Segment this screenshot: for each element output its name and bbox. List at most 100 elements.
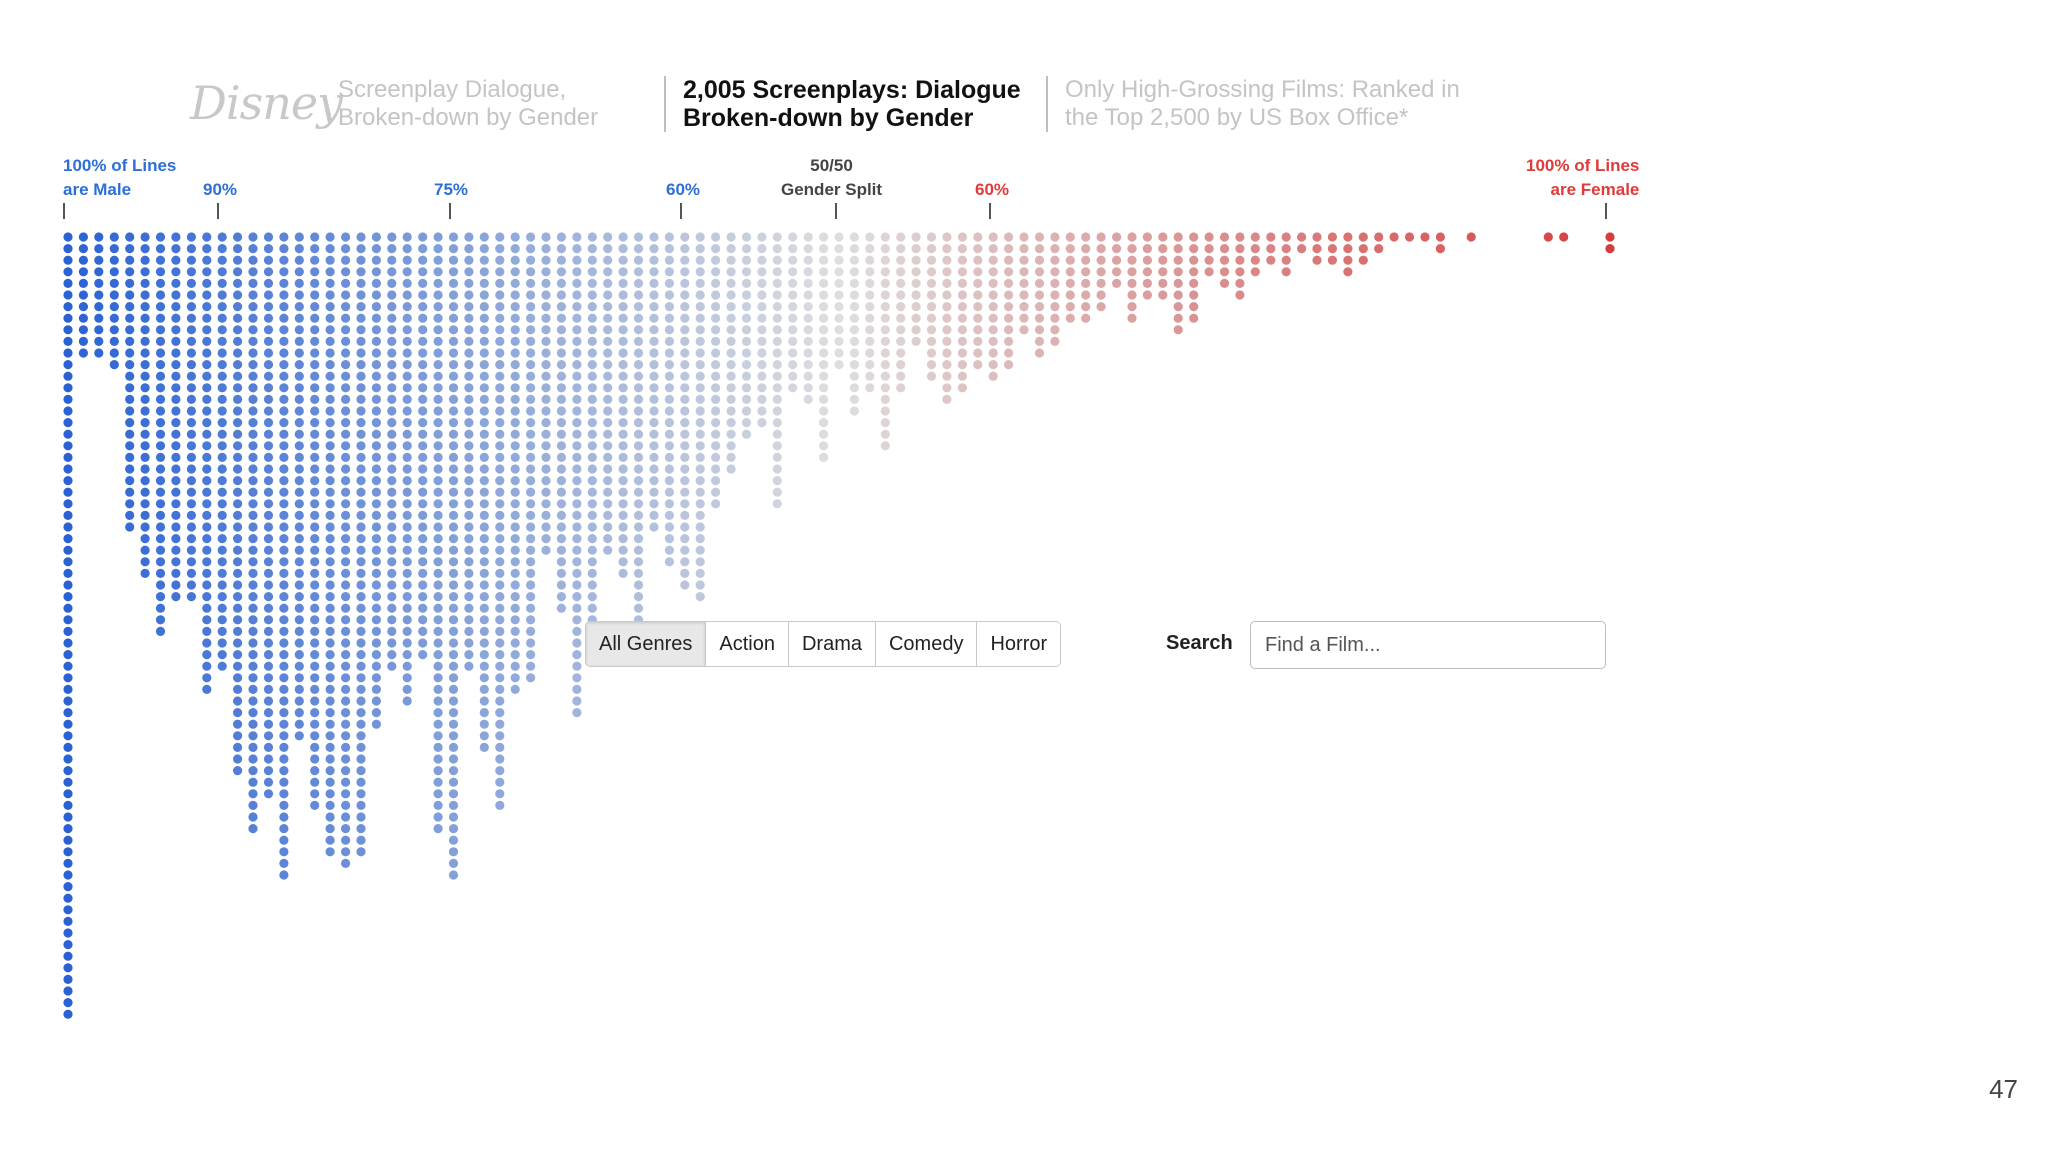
film-dot[interactable] bbox=[233, 615, 243, 625]
film-dot[interactable] bbox=[711, 325, 721, 335]
film-dot[interactable] bbox=[171, 348, 181, 358]
film-dot[interactable] bbox=[248, 626, 258, 637]
film-dot[interactable] bbox=[202, 545, 212, 555]
film-dot[interactable] bbox=[510, 487, 520, 497]
film-dot[interactable] bbox=[325, 510, 335, 520]
film-dot[interactable] bbox=[325, 476, 335, 486]
film-dot[interactable] bbox=[757, 348, 767, 358]
film-dot[interactable] bbox=[572, 650, 582, 660]
film-dot[interactable] bbox=[448, 650, 459, 660]
film-dot[interactable] bbox=[233, 684, 243, 695]
film-dot[interactable] bbox=[140, 325, 150, 335]
film-dot[interactable] bbox=[479, 371, 489, 381]
film-dot[interactable] bbox=[988, 302, 998, 312]
film-dot[interactable] bbox=[772, 418, 782, 428]
film-dot[interactable] bbox=[186, 278, 196, 288]
film-dot[interactable] bbox=[1004, 290, 1014, 300]
film-dot[interactable] bbox=[1019, 278, 1029, 288]
film-dot[interactable] bbox=[233, 557, 243, 567]
film-dot[interactable] bbox=[587, 325, 597, 335]
film-dot[interactable] bbox=[495, 777, 505, 787]
film-dot[interactable] bbox=[880, 441, 890, 451]
film-dot[interactable] bbox=[849, 406, 860, 416]
film-dot[interactable] bbox=[572, 534, 582, 544]
film-dot[interactable] bbox=[140, 267, 150, 277]
film-dot[interactable] bbox=[63, 789, 73, 799]
film-dot[interactable] bbox=[618, 302, 628, 312]
film-dot[interactable] bbox=[772, 464, 782, 474]
film-dot[interactable] bbox=[433, 708, 443, 718]
film-dot[interactable] bbox=[433, 557, 443, 567]
film-dot[interactable] bbox=[341, 371, 351, 381]
film-dot[interactable] bbox=[803, 348, 813, 358]
film-dot[interactable] bbox=[633, 255, 644, 265]
film-dot[interactable] bbox=[263, 394, 274, 404]
film-dot[interactable] bbox=[233, 650, 243, 660]
film-dot[interactable] bbox=[618, 499, 628, 509]
film-dot[interactable] bbox=[957, 267, 968, 277]
film-dot[interactable] bbox=[695, 476, 705, 486]
film-dot[interactable] bbox=[680, 568, 690, 579]
film-dot[interactable] bbox=[418, 290, 428, 300]
film-dot[interactable] bbox=[603, 336, 613, 346]
film-dot[interactable] bbox=[865, 290, 875, 300]
film-dot[interactable] bbox=[896, 348, 906, 358]
film-dot[interactable] bbox=[572, 522, 582, 532]
film-dot[interactable] bbox=[1327, 255, 1337, 265]
film-dot[interactable] bbox=[957, 313, 968, 323]
film-dot[interactable] bbox=[448, 638, 459, 648]
film-dot[interactable] bbox=[63, 418, 73, 428]
film-dot[interactable] bbox=[448, 406, 459, 416]
film-dot[interactable] bbox=[603, 534, 613, 544]
film-dot[interactable] bbox=[325, 418, 335, 428]
film-dot[interactable] bbox=[603, 302, 613, 312]
film-dot[interactable] bbox=[772, 255, 782, 265]
film-dot[interactable] bbox=[741, 278, 752, 288]
film-dot[interactable] bbox=[495, 754, 505, 764]
film-dot[interactable] bbox=[341, 464, 351, 474]
film-dot[interactable] bbox=[464, 661, 474, 671]
film-dot[interactable] bbox=[263, 661, 274, 671]
film-dot[interactable] bbox=[310, 267, 320, 277]
film-dot[interactable] bbox=[448, 626, 459, 637]
film-dot[interactable] bbox=[957, 302, 968, 312]
film-dot[interactable] bbox=[849, 325, 860, 335]
film-dot[interactable] bbox=[495, 580, 505, 590]
film-dot[interactable] bbox=[926, 348, 937, 358]
film-dot[interactable] bbox=[217, 290, 227, 300]
genre-button-all-genres[interactable]: All Genres bbox=[586, 622, 707, 666]
film-dot[interactable] bbox=[418, 232, 428, 242]
film-dot[interactable] bbox=[772, 394, 782, 404]
film-dot[interactable] bbox=[155, 452, 166, 462]
film-dot[interactable] bbox=[233, 638, 243, 648]
film-dot[interactable] bbox=[788, 290, 798, 300]
film-dot[interactable] bbox=[356, 719, 366, 729]
film-dot[interactable] bbox=[711, 348, 721, 358]
film-dot[interactable] bbox=[140, 313, 150, 323]
film-dot[interactable] bbox=[772, 336, 782, 346]
film-dot[interactable] bbox=[171, 522, 181, 532]
film-dot[interactable] bbox=[233, 499, 243, 509]
film-dot[interactable] bbox=[988, 290, 998, 300]
film-dot[interactable] bbox=[865, 325, 875, 335]
film-dot[interactable] bbox=[140, 534, 150, 544]
film-dot[interactable] bbox=[387, 522, 397, 532]
film-dot[interactable] bbox=[248, 731, 258, 741]
film-dot[interactable] bbox=[880, 232, 890, 242]
film-dot[interactable] bbox=[248, 499, 258, 509]
film-dot[interactable] bbox=[664, 348, 675, 358]
film-dot[interactable] bbox=[448, 348, 459, 358]
film-dot[interactable] bbox=[633, 603, 644, 613]
film-dot[interactable] bbox=[371, 708, 381, 718]
film-dot[interactable] bbox=[341, 290, 351, 300]
film-dot[interactable] bbox=[849, 313, 860, 323]
film-dot[interactable] bbox=[711, 336, 721, 346]
film-dot[interactable] bbox=[171, 360, 181, 370]
film-dot[interactable] bbox=[495, 232, 505, 242]
film-dot[interactable] bbox=[155, 441, 166, 451]
film-dot[interactable] bbox=[325, 360, 335, 370]
film-dot[interactable] bbox=[680, 441, 690, 451]
film-dot[interactable] bbox=[217, 313, 227, 323]
film-dot[interactable] bbox=[587, 429, 597, 439]
film-dot[interactable] bbox=[510, 394, 520, 404]
